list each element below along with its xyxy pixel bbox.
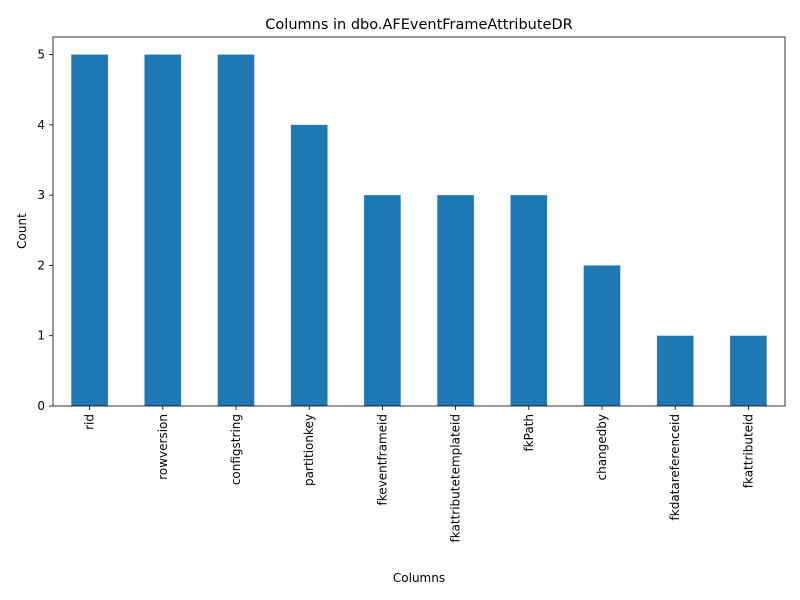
- x-tick-label: changedby: [595, 414, 609, 481]
- bar-fkdatareferenceid: [656, 335, 694, 406]
- x-tick-label: configstring: [229, 414, 243, 485]
- x-tick-label: fkattributeid: [741, 414, 755, 488]
- y-tick-label: 3: [37, 188, 45, 202]
- chart-title: Columns in dbo.AFEventFrameAttributeDR: [265, 17, 572, 33]
- x-axis: rid rowversion configstring partitionkey fke…: [83, 406, 755, 542]
- bar-rid: [71, 54, 108, 406]
- x-tick-label: partitionkey: [302, 414, 316, 486]
- y-tick-label: 0: [37, 399, 45, 413]
- bar-configstring: [217, 54, 255, 406]
- bar-changedby: [583, 265, 621, 406]
- y-axis-label: Count: [15, 213, 29, 249]
- x-tick-label: fkattributetemplateid: [449, 414, 463, 542]
- y-axis: 0 1 2 3 4 5: [37, 48, 53, 413]
- bar-fkeventframeid: [364, 195, 401, 406]
- plot-frame: [52, 36, 786, 407]
- x-tick-label: rowversion: [156, 414, 170, 480]
- bar-fkattributeid: [730, 335, 767, 406]
- bar-fkPath: [510, 195, 548, 406]
- y-tick-label: 4: [37, 118, 45, 132]
- bars-group: [71, 54, 767, 406]
- x-tick-label: rid: [83, 414, 97, 430]
- bar-partitionkey: [290, 124, 328, 406]
- x-tick-label: fkeventframeid: [375, 414, 389, 505]
- x-tick-label: fkdatareferenceid: [668, 414, 682, 520]
- x-axis-label: Columns: [393, 571, 445, 585]
- x-tick-label: fkPath: [522, 414, 536, 452]
- bar-fkattributetemplateid: [437, 195, 474, 406]
- bar-rowversion: [144, 54, 182, 406]
- y-tick-label: 2: [37, 258, 45, 272]
- y-tick-label: 5: [37, 48, 45, 62]
- y-tick-label: 1: [37, 329, 45, 343]
